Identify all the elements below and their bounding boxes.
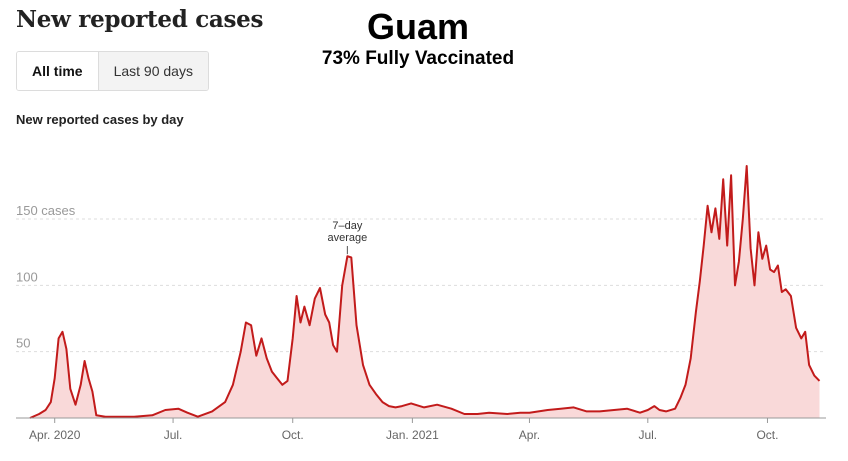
vaccination-subtitle: 73% Fully Vaccinated	[321, 48, 515, 69]
chart-label: New reported cases by day	[16, 112, 184, 127]
last-90-days-button[interactable]: Last 90 days	[97, 52, 208, 90]
annotation-label: average	[327, 232, 367, 244]
all-time-button[interactable]: All time	[17, 52, 98, 90]
x-tick-label: Apr. 2020	[29, 428, 81, 442]
x-tick-label: Oct.	[282, 428, 304, 442]
x-tick-label: Oct.	[756, 428, 778, 442]
x-tick-label: Jul.	[164, 428, 183, 442]
x-tick-label: Apr.	[519, 428, 540, 442]
y-tick-label: 100	[16, 269, 38, 284]
x-tick-label: Jan. 2021	[386, 428, 439, 442]
annotation-label: 7–day	[332, 220, 362, 232]
y-tick-label: 150 cases	[16, 203, 76, 218]
cases-line	[29, 165, 821, 419]
page-title: New reported cases	[16, 6, 264, 33]
time-range-toggle: All time Last 90 days	[16, 51, 209, 91]
location-title: Guam	[366, 6, 470, 47]
x-tick-label: Jul.	[638, 428, 657, 442]
cases-area	[30, 166, 820, 418]
y-tick-label: 50	[16, 336, 30, 351]
